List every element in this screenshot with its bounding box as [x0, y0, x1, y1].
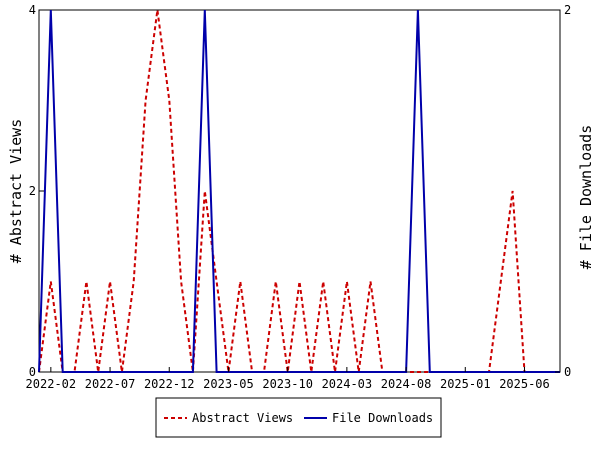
x-tick-label: 2025-06: [499, 377, 550, 391]
x-tick-label: 2024-03: [322, 377, 373, 391]
x-tick-label: 2023-10: [262, 377, 313, 391]
legend: Abstract Views File Downloads: [155, 397, 442, 438]
axis-layer: 2022-02 2022-07 2022-12 2023-05 2023-10 2024-…: [26, 3, 572, 391]
x-tick-label: 2022-07: [85, 377, 136, 391]
x-tick-label: 2022-12: [144, 377, 195, 391]
y-tick-label-right: 0: [564, 365, 571, 379]
series-layer: [38, 9, 560, 373]
legend-box: [155, 397, 442, 438]
y-tick-label-left: 4: [29, 3, 36, 17]
legend-label-file-downloads: File Downloads: [332, 411, 433, 425]
x-tick-label: 2022-02: [26, 377, 77, 391]
series-line-file-downloads: [38, 9, 560, 373]
x-tick-label: 2024-08: [381, 377, 432, 391]
x-tick-label: 2023-05: [203, 377, 254, 391]
y-axis-title-right: # File Downloads: [577, 125, 595, 270]
plot-area: [38, 9, 561, 373]
y-axis-title-left: # Abstract Views: [7, 119, 25, 264]
x-tick-label: 2025-01: [440, 377, 491, 391]
y-tick-label-right: 2: [564, 3, 571, 17]
y-tick-label-left: 0: [29, 365, 36, 379]
legend-label-abstract-views: Abstract Views: [192, 411, 293, 425]
y-tick-label-left: 2: [29, 184, 36, 198]
